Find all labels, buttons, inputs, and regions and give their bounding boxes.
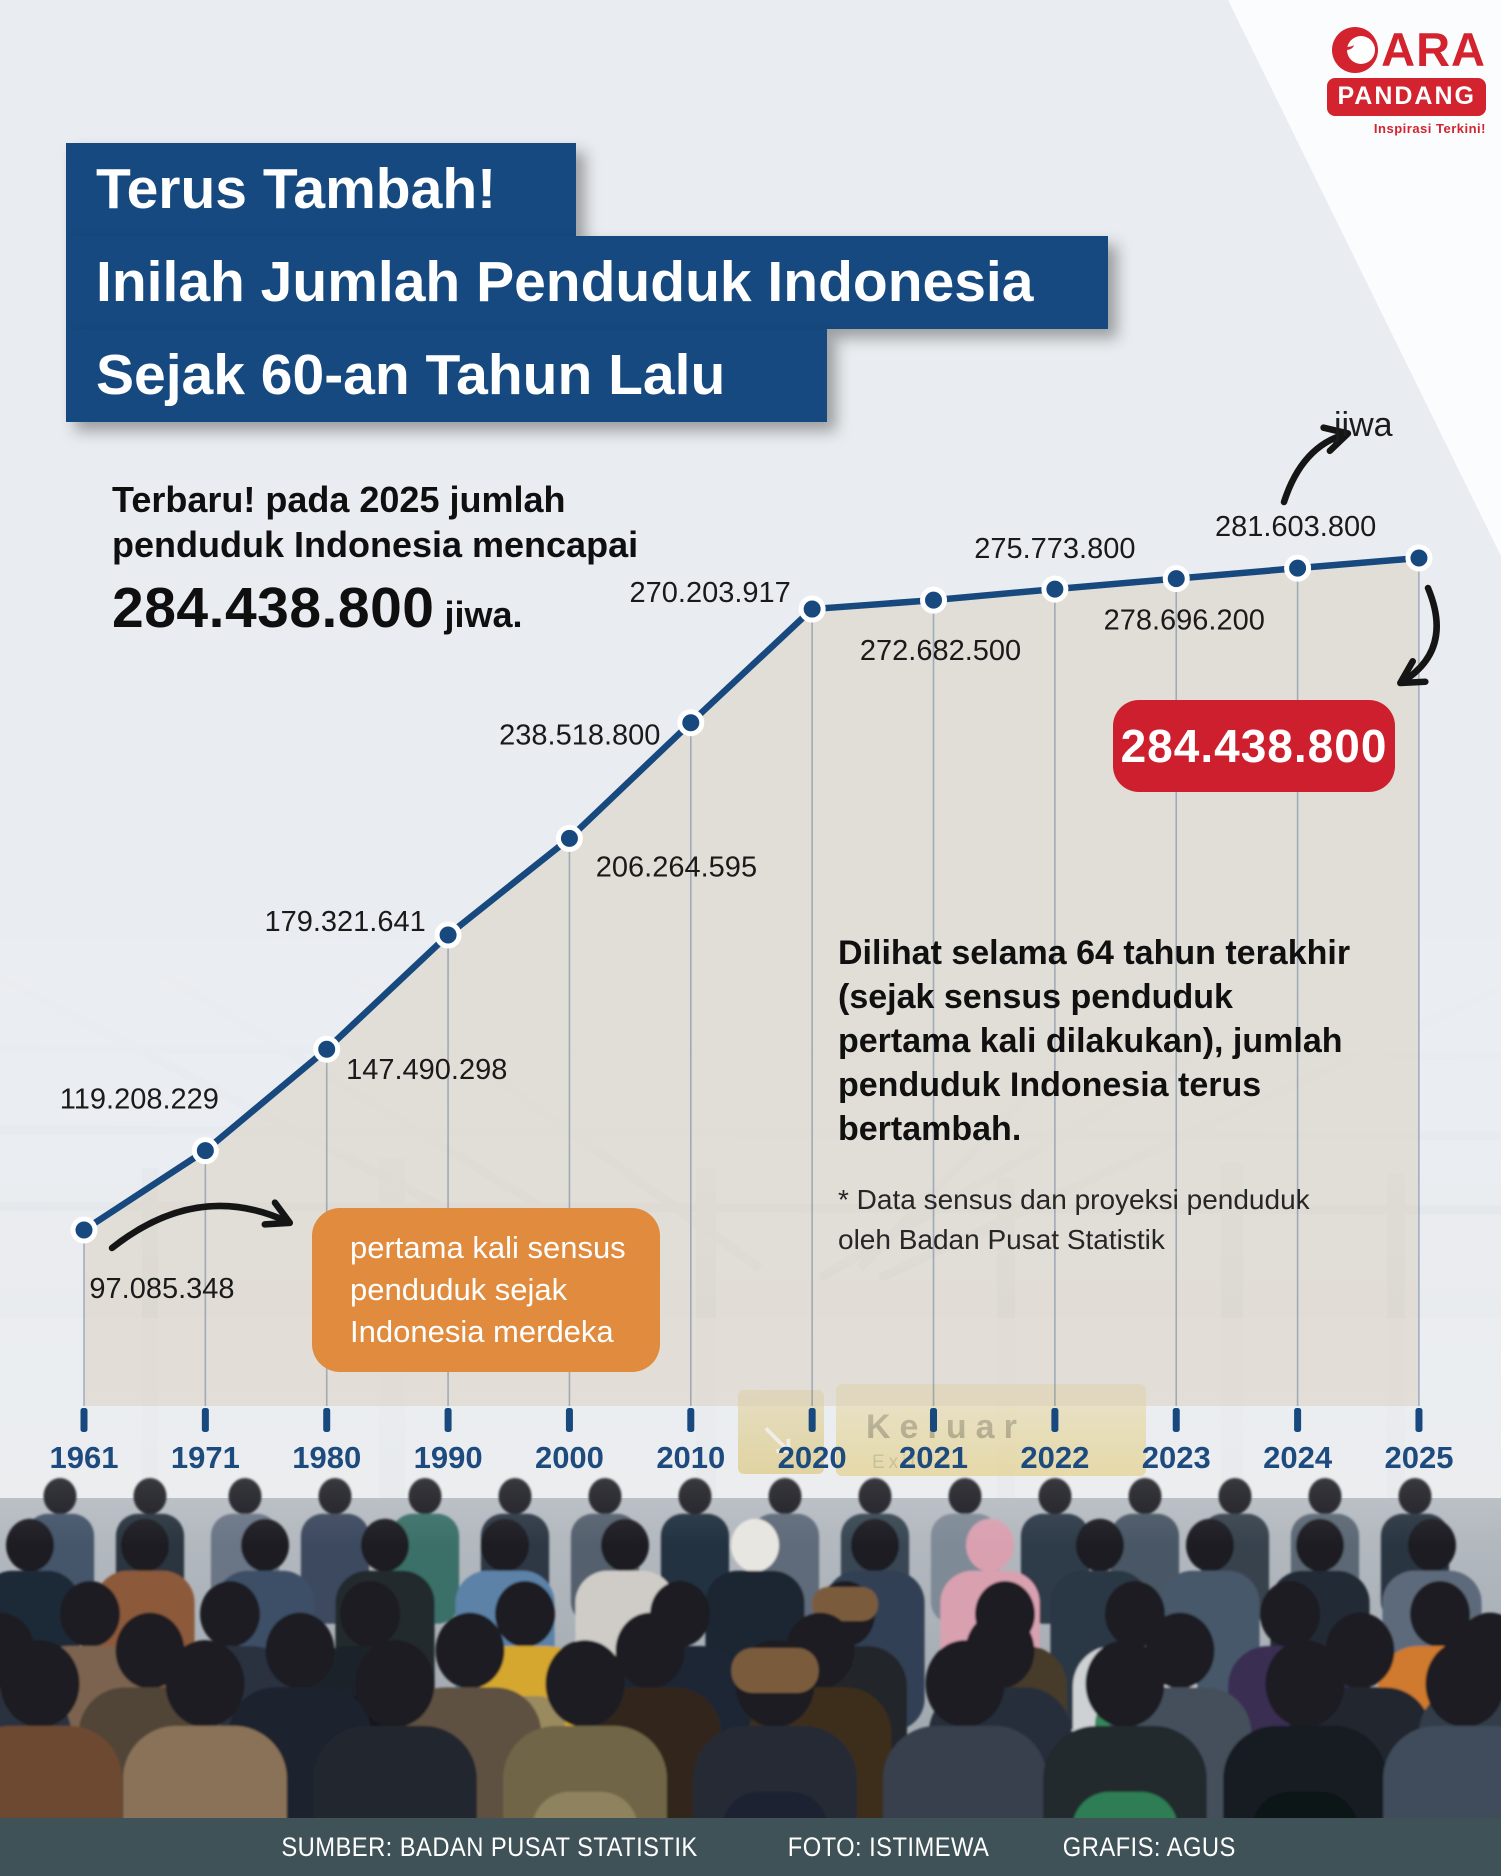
chart-unit-label: jiwa xyxy=(1334,406,1393,444)
title-line-2: Inilah Jumlah Penduduk Indonesia xyxy=(66,236,1108,329)
underline-fill xyxy=(84,558,1419,1406)
data-point-dot xyxy=(1405,544,1433,572)
tick-mark xyxy=(80,1408,88,1432)
data-point-dot xyxy=(798,595,826,623)
intro-paragraph: Terbaru! pada 2025 jumlah penduduk Indon… xyxy=(112,477,638,641)
title-line-3: Sejak 60-an Tahun Lalu xyxy=(66,329,827,422)
population-line xyxy=(80,554,1423,1234)
year-label: 1990 xyxy=(414,1440,483,1475)
intro-population-number: 284.438.800 xyxy=(112,576,435,640)
intro-line-2: penduduk Indonesia mencapai xyxy=(112,524,639,565)
value-label: 97.085.348 xyxy=(89,1273,234,1305)
arrow-to-jiwa-label xyxy=(1280,424,1352,506)
logo-line-cara: ARA xyxy=(1300,26,1486,73)
tick-mark xyxy=(444,1408,452,1432)
tick-mark xyxy=(1294,1408,1302,1432)
title-line-1: Terus Tambah! xyxy=(66,143,576,236)
data-point-dot xyxy=(920,586,948,614)
data-point-dot xyxy=(1041,575,1069,603)
intro-highlight-line: 284.438.800 jiwa. xyxy=(112,575,638,641)
cara-pandang-logo: ARA PANDANG Inspirasi Terkini! xyxy=(1300,26,1486,136)
year-label: 2023 xyxy=(1142,1440,1211,1475)
value-label: 272.682.500 xyxy=(860,635,1021,667)
intro-line-1: Terbaru! pada 2025 jumlah xyxy=(112,479,566,520)
value-label: 275.773.800 xyxy=(974,533,1135,565)
value-label: 179.321.641 xyxy=(264,906,425,938)
data-point-dot xyxy=(1162,565,1190,593)
tick-mark xyxy=(323,1408,331,1432)
value-label: 281.603.800 xyxy=(1215,511,1376,543)
logo-tagline: Inspirasi Terkini! xyxy=(1373,121,1486,136)
data-point-dot xyxy=(313,1035,341,1063)
source-footnote: * Data sensus dan proyeksi penduduk oleh… xyxy=(838,1184,1310,1255)
value-label: 270.203.917 xyxy=(630,577,791,609)
year-label: 2024 xyxy=(1263,1440,1333,1475)
arrow-to-2025-badge xyxy=(1397,584,1440,687)
commentary-paragraph: Dilihat selama 64 tahun terakhir (sejak … xyxy=(838,934,1351,1148)
footer-graphics-credit: GRAFIS: AGUS xyxy=(1063,1831,1237,1862)
year-label: 1971 xyxy=(171,1440,240,1475)
value-label: 206.264.595 xyxy=(596,851,757,883)
year-label: 2025 xyxy=(1384,1440,1453,1475)
footer-bar: SUMBER: BADAN PUSAT STATISTIK FOTO: ISTI… xyxy=(0,1818,1501,1876)
year-label: 2010 xyxy=(656,1440,725,1475)
value-label: 238.518.800 xyxy=(499,720,660,752)
population-2025-badge: 284.438.800 xyxy=(1113,700,1395,792)
intro-unit: jiwa. xyxy=(444,594,523,635)
value-label: 278.696.200 xyxy=(1104,605,1265,637)
year-label: 2022 xyxy=(1020,1440,1089,1475)
year-label: 2021 xyxy=(899,1440,968,1475)
logo-face-icon xyxy=(1332,26,1379,73)
footer-photo-credit: FOTO: ISTIMEWA xyxy=(788,1831,990,1862)
year-label: 1961 xyxy=(50,1440,119,1475)
tick-mark xyxy=(565,1408,573,1432)
footer-source: SUMBER: BADAN PUSAT STATISTIK xyxy=(281,1831,698,1862)
photo-fade-overlay xyxy=(0,938,1501,1818)
logo-cara-text: ARA xyxy=(1381,23,1486,76)
year-label: 2000 xyxy=(535,1440,604,1475)
first-census-callout: pertama kali sensus penduduk sejak Indon… xyxy=(312,1208,660,1372)
data-point-dot xyxy=(70,1216,98,1244)
tick-mark xyxy=(687,1408,695,1432)
tick-mark xyxy=(1415,1408,1423,1432)
year-label: 2020 xyxy=(778,1440,847,1475)
tick-mark xyxy=(930,1408,938,1432)
data-point-dot xyxy=(677,709,705,737)
arrow-to-first-census-callout xyxy=(108,1199,294,1252)
data-point-dot xyxy=(555,824,583,852)
logo-line-pandang: PANDANG xyxy=(1327,78,1486,116)
tick-mark xyxy=(808,1408,816,1432)
tick-mark xyxy=(1051,1408,1059,1432)
data-point-dot xyxy=(434,921,462,949)
tick-mark xyxy=(1172,1408,1180,1432)
data-point-dot xyxy=(191,1137,219,1165)
value-label: 119.208.229 xyxy=(60,1084,219,1116)
year-label: 1980 xyxy=(292,1440,361,1475)
value-label: 147.490.298 xyxy=(346,1054,507,1086)
tick-mark xyxy=(201,1408,209,1432)
data-point-dot xyxy=(1284,554,1312,582)
